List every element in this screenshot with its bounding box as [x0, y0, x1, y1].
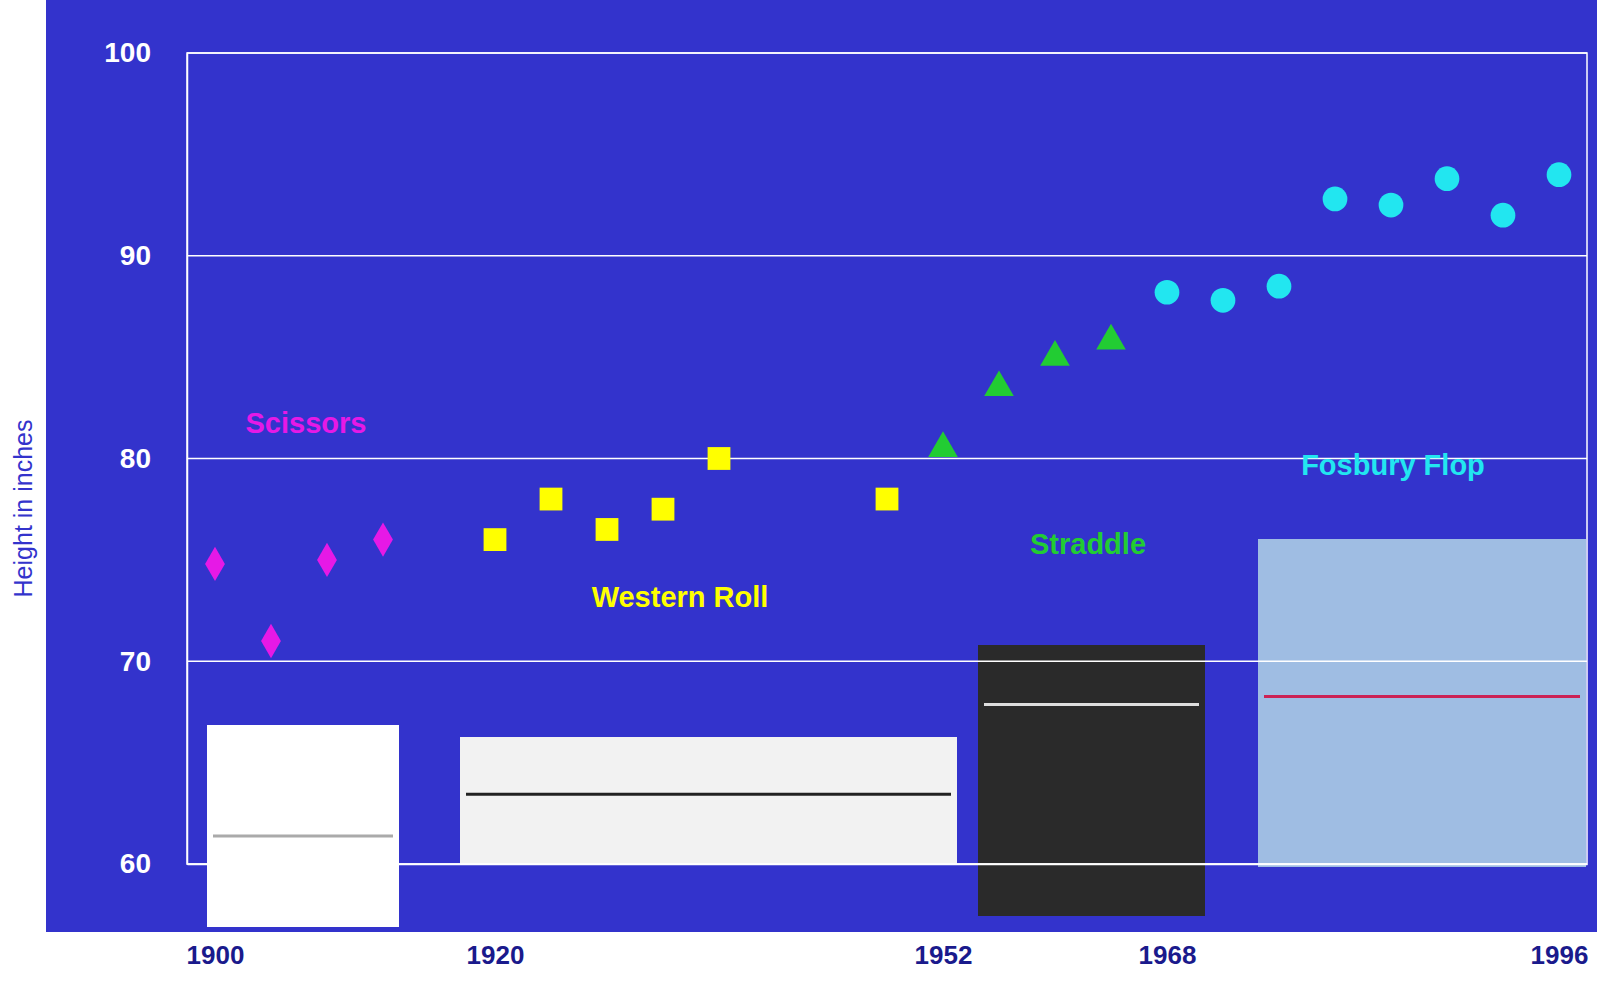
point [652, 498, 675, 521]
point [1547, 162, 1572, 187]
x-tick: 1968 [1139, 864, 1197, 970]
photo [460, 737, 957, 864]
x-tick-label: 1968 [1139, 940, 1197, 970]
point [1267, 274, 1292, 299]
point [484, 528, 507, 551]
x-axis: 1900 1920 1952 1968 1996 [187, 864, 1589, 970]
grid-line [187, 661, 1587, 663]
y-tick: 80 [120, 443, 187, 474]
x-tick-label: 1900 [187, 940, 245, 970]
photo [207, 725, 399, 927]
point [1040, 340, 1070, 366]
y-tick-label: 90 [120, 240, 151, 271]
photos [207, 539, 1586, 927]
point [1323, 187, 1348, 212]
series [205, 522, 393, 658]
point [1155, 280, 1180, 305]
series-label: Fosbury Flop [1301, 449, 1485, 481]
point [1491, 203, 1516, 228]
x-axis-line [188, 864, 1588, 866]
y-axis-title: Height in inches [9, 420, 37, 598]
background [46, 0, 1597, 932]
y-tick-label: 80 [120, 443, 151, 474]
point [1379, 193, 1404, 218]
point [596, 518, 619, 541]
grid [187, 53, 1587, 864]
series [1155, 162, 1572, 312]
y-tick: 70 [120, 646, 187, 677]
photo-bar [984, 703, 1199, 706]
photo [1258, 539, 1586, 867]
point [876, 488, 899, 511]
point [261, 624, 281, 658]
point [1096, 324, 1126, 350]
point [708, 447, 731, 470]
photo-bar [1264, 695, 1580, 698]
x-tick-label: 1996 [1531, 940, 1589, 970]
y-axis: 60 70 80 90 100 [104, 37, 187, 879]
photo-bar [213, 835, 393, 838]
series-label: Scissors [246, 407, 367, 439]
y-tick: 60 [120, 848, 187, 879]
photo [978, 645, 1205, 916]
x-tick: 1952 [915, 864, 973, 970]
point [373, 522, 393, 556]
point [1435, 166, 1460, 191]
x-tick-label: 1952 [915, 940, 973, 970]
y-tick: 90 [120, 240, 187, 271]
point [540, 488, 563, 511]
y-tick-label: 70 [120, 646, 151, 677]
x-tick: 1996 [1531, 864, 1589, 970]
point [928, 431, 958, 457]
x-tick: 1900 [187, 864, 245, 970]
x-tick-label: 1920 [467, 940, 525, 970]
point [1211, 288, 1236, 313]
point [205, 547, 225, 581]
y-tick: 100 [104, 37, 187, 68]
series [928, 324, 1126, 457]
y-axis-line [187, 54, 189, 865]
photo-bar [466, 793, 951, 796]
chart: 60 70 80 90 100 1900 1920 1952 1968 1996 Height in… [0, 0, 1597, 992]
x-tick: 1920 [467, 864, 525, 970]
series [484, 447, 899, 551]
y-tick-label: 60 [120, 848, 151, 879]
y-tick-label: 100 [104, 37, 151, 68]
plot-frame [187, 53, 1587, 864]
point [984, 370, 1014, 396]
marks [205, 162, 1571, 658]
grid-line [187, 255, 1587, 257]
series-label: Straddle [1030, 528, 1146, 560]
point [317, 543, 337, 577]
series-label: Western Roll [592, 581, 769, 613]
